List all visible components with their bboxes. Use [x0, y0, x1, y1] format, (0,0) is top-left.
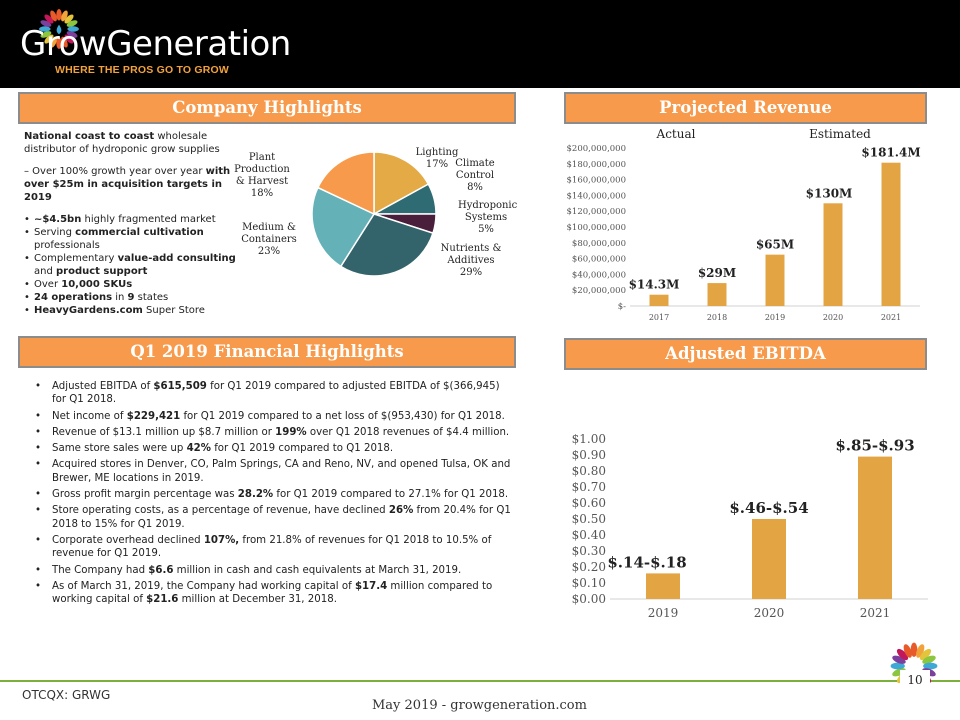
pie-label-lighting: Lighting 17% — [415, 147, 459, 170]
list-item: Serving commercial cultivation professio… — [24, 226, 239, 252]
pie-slice-lighting — [373, 151, 430, 216]
adjusted-ebitda-chart: $0.00 $0.10 $0.20 $0.30 $0.40 $0.50 $0.60 $0.70… — [572, 432, 928, 620]
list-item: Revenue of $13.1 million up $8.7 million… — [32, 426, 512, 440]
data-label-2018: $29M — [698, 266, 736, 280]
projected-revenue-header: Projected Revenue — [564, 92, 927, 124]
x-tick-label: 2021 — [881, 313, 901, 322]
y-tick-label: $200,000,000 — [567, 144, 626, 154]
y-tick-label: $0.40 — [572, 528, 606, 542]
y-tick-label: $80,000,000 — [572, 239, 626, 249]
x-tick-label: 2019 — [765, 313, 785, 322]
adjusted-ebitda-header: Adjusted EBITDA — [564, 338, 927, 370]
x-tick-label: 2018 — [707, 313, 727, 322]
y-tick-label: $20,000,000 — [572, 286, 626, 296]
highlights-bullets: ~$4.5bn highly fragmented market Serving… — [24, 213, 239, 317]
list-item: Same store sales were up 42% for Q1 2019… — [32, 442, 512, 456]
list-item: Net income of $229,421 for Q1 2019 compa… — [32, 410, 512, 424]
list-item: Acquired stores in Denver, CO, Palm Spri… — [32, 458, 512, 485]
y-tick-label: $160,000,000 — [567, 176, 626, 186]
list-item: Store operating costs, as a percentage o… — [32, 504, 512, 531]
company-highlights-text: National coast to coast wholesale distri… — [24, 130, 239, 317]
y-tick-label: $0.90 — [572, 448, 606, 462]
estimated-label: Estimated — [809, 127, 871, 141]
x-tick-label: 2019 — [648, 606, 679, 620]
pie-label-climate-control: Climate Control 8% — [455, 158, 495, 193]
x-tick-label: 2017 — [649, 313, 669, 322]
y-tick-label: $0.20 — [572, 560, 606, 574]
y-tick-label: $0.10 — [572, 576, 606, 590]
bar-2021 — [881, 162, 901, 306]
header-bar: GrowGeneration WHERE THE PROS GO TO GROW — [0, 0, 960, 88]
x-tick-label: 2020 — [754, 606, 785, 620]
list-item: ~$4.5bn highly fragmented market — [24, 213, 239, 226]
q1-financial-header: Q1 2019 Financial Highlights — [18, 336, 516, 368]
ticker-symbol: OTCQX: GRWG — [22, 688, 111, 702]
bar-2019 — [765, 254, 785, 306]
y-tick-label: $0.80 — [572, 464, 606, 478]
brand-tagline: WHERE THE PROS GO TO GROW — [55, 64, 229, 76]
data-label-2020: $.46-$.54 — [729, 499, 808, 517]
y-tick-label: $100,000,000 — [567, 223, 626, 233]
pie-label-hydroponic: Hydroponic Systems 5% — [458, 200, 518, 235]
company-highlights-header: Company Highlights — [18, 92, 516, 124]
highlights-growth: – Over 100% growth year over year with o… — [24, 166, 231, 203]
list-item: As of March 31, 2019, the Company had wo… — [32, 580, 512, 607]
data-label-2021: $.85-$.93 — [835, 437, 914, 455]
y-tick-label: $0.00 — [572, 592, 606, 606]
footer-divider — [0, 680, 960, 682]
bar-2018 — [707, 283, 727, 306]
data-label-2021: $181.4M — [861, 146, 920, 160]
list-item: Adjusted EBITDA of $615,509 for Q1 2019 … — [32, 380, 512, 407]
y-tick-label: $40,000,000 — [572, 270, 626, 280]
bar-2017 — [649, 294, 669, 306]
list-item: 24 operations in 9 states — [24, 291, 239, 304]
list-item: The Company had $6.6 million in cash and… — [32, 564, 512, 578]
list-item: Over 10,000 SKUs — [24, 278, 239, 291]
data-label-2020: $130M — [806, 186, 853, 200]
brand-name: GrowGeneration — [20, 24, 291, 64]
financial-highlights-list: Adjusted EBITDA of $615,509 for Q1 2019 … — [32, 380, 512, 609]
footer-date-site: May 2019 - growgeneration.com — [372, 698, 587, 713]
x-tick-label: 2020 — [823, 313, 843, 322]
data-label-2019: $65M — [756, 238, 794, 252]
y-tick-label: $60,000,000 — [572, 255, 626, 265]
actual-label: Actual — [656, 127, 696, 141]
data-label-2019: $.14-$.18 — [607, 553, 686, 571]
pie-slice-nutrients-additives — [339, 213, 434, 277]
y-tick-label: $- — [618, 302, 626, 312]
y-tick-label: $1.00 — [572, 432, 606, 446]
list-item: Complementary value-add consulting and p… — [24, 252, 239, 278]
category-pie-chart: Plant Production & Harvest 18% Lighting … — [232, 140, 522, 300]
pie-label-medium: Medium & Containers 23% — [241, 222, 297, 257]
y-tick-label: $120,000,000 — [567, 207, 626, 217]
pie-slice-plant-production-harvest — [316, 151, 375, 216]
bar-2021 — [858, 456, 892, 599]
bar-2020 — [823, 203, 843, 306]
list-item: Gross profit margin percentage was 28.2%… — [32, 488, 512, 502]
y-tick-label: $140,000,000 — [567, 191, 626, 201]
y-tick-label: $0.50 — [572, 512, 606, 526]
list-item: Corporate overhead declined 107%, from 2… — [32, 534, 512, 561]
page-number: 10 — [900, 670, 930, 690]
list-item: HeavyGardens.com Super Store — [24, 304, 239, 317]
bar-2020 — [752, 519, 786, 599]
x-tick-label: 2021 — [860, 606, 891, 620]
pie-label-plant-production: Plant Production & Harvest 18% — [234, 152, 290, 199]
y-tick-label: $180,000,000 — [567, 160, 626, 170]
y-tick-label: $0.70 — [572, 480, 606, 494]
projected-revenue-chart: $- $20,000,000 $40,000,000 $60,000,000 $80,0… — [567, 127, 921, 322]
y-tick-label: $0.60 — [572, 496, 606, 510]
y-tick-label: $0.30 — [572, 544, 606, 558]
highlights-intro: National coast to coast wholesale distri… — [24, 131, 220, 155]
flower-logo-icon — [39, 9, 79, 49]
pie-svg — [311, 151, 437, 277]
pie-label-nutrients: Nutrients & Additives 29% — [440, 243, 502, 278]
bar-2019 — [646, 573, 680, 599]
growgeneration-logo: GrowGeneration WHERE THE PROS GO TO GROW — [8, 4, 298, 84]
data-label-2017: $14.3M — [629, 278, 680, 292]
